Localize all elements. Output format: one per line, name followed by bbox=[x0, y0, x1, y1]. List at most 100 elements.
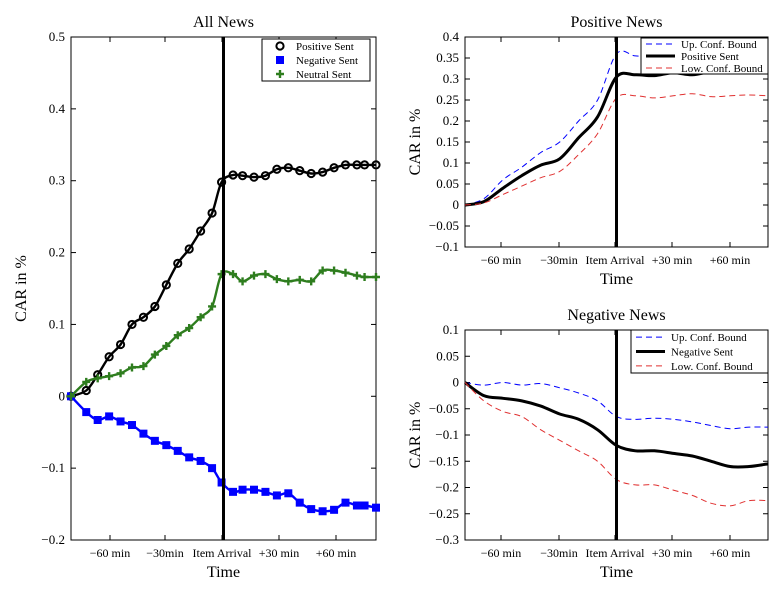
series-2 bbox=[67, 266, 380, 401]
y-tick-label: 0.3 bbox=[49, 173, 65, 188]
data-point bbox=[360, 501, 369, 510]
y-tick-label: −0.3 bbox=[435, 532, 459, 547]
data-point bbox=[341, 268, 350, 277]
data-point bbox=[330, 266, 339, 275]
data-point bbox=[217, 478, 226, 487]
legend-label: Low. Conf. Bound bbox=[681, 63, 763, 75]
x-axis-label: Time bbox=[207, 564, 240, 581]
legend-marker bbox=[275, 41, 285, 51]
y-tick-label: 0 bbox=[453, 375, 460, 390]
y-tick-label: 0.1 bbox=[443, 155, 459, 170]
y-tick-label: 0.3 bbox=[443, 71, 459, 86]
data-point bbox=[238, 485, 247, 494]
series-1 bbox=[67, 392, 380, 516]
data-point bbox=[237, 171, 248, 181]
x-tick-label: −60 min bbox=[481, 253, 521, 267]
data-point bbox=[295, 498, 304, 507]
data-point bbox=[196, 456, 205, 465]
y-axis-label: CAR in % bbox=[13, 255, 30, 322]
y-tick-label: −0.05 bbox=[429, 218, 459, 233]
legend-label: Up. Conf. Bound bbox=[671, 332, 747, 344]
data-point bbox=[115, 339, 126, 350]
data-point bbox=[307, 505, 316, 514]
data-point bbox=[330, 505, 339, 514]
data-point bbox=[250, 271, 258, 280]
data-point bbox=[81, 385, 91, 396]
y-tick-label: 0.4 bbox=[49, 101, 66, 116]
legend: Up. Conf. Bound Negative Sent Low. Conf. B… bbox=[630, 329, 769, 374]
data-point bbox=[173, 258, 183, 268]
legend-label: Negative Sent bbox=[296, 55, 358, 67]
x-tick-label: +30 min bbox=[259, 546, 299, 560]
y-tick-label: 0.5 bbox=[49, 29, 65, 44]
chart-title: Positive News bbox=[571, 14, 663, 31]
x-tick-label: −30min bbox=[540, 546, 577, 560]
data-point bbox=[318, 507, 327, 516]
x-tick-label: +60 min bbox=[710, 253, 750, 267]
y-tick-label: 0.2 bbox=[443, 113, 459, 128]
data-point bbox=[307, 277, 316, 286]
data-point bbox=[173, 446, 182, 455]
data-point bbox=[295, 275, 304, 284]
data-point bbox=[208, 302, 217, 311]
y-tick-label: 0.25 bbox=[436, 92, 459, 107]
data-point bbox=[371, 160, 381, 170]
data-point bbox=[318, 266, 327, 275]
x-tick-label: −60 min bbox=[90, 546, 130, 560]
chart-title: All News bbox=[193, 14, 254, 31]
data-point bbox=[116, 417, 125, 426]
y-tick-label: 0.15 bbox=[436, 134, 459, 149]
data-point bbox=[284, 489, 293, 498]
x-tick-label: Item Arrival bbox=[586, 546, 646, 560]
data-point bbox=[139, 362, 148, 371]
x-tick-label: −30min bbox=[540, 253, 577, 267]
x-tick-label: +30 min bbox=[652, 253, 692, 267]
data-point bbox=[283, 163, 293, 173]
y-axis-label: CAR in % bbox=[407, 402, 424, 469]
series-line bbox=[70, 395, 377, 513]
x-axis-label: Time bbox=[600, 564, 633, 581]
series-line bbox=[70, 163, 376, 398]
x-tick-label: −30min bbox=[146, 546, 183, 560]
data-point bbox=[161, 280, 171, 290]
legend-label: Positive Sent bbox=[681, 51, 739, 63]
data-point bbox=[196, 226, 206, 236]
legend-label: Positive Sent bbox=[296, 41, 354, 53]
y-tick-label: −0.25 bbox=[429, 506, 459, 521]
data-point bbox=[272, 491, 281, 500]
data-point bbox=[260, 171, 271, 181]
data-point bbox=[93, 415, 102, 424]
data-point bbox=[261, 487, 270, 496]
x-tick-label: +30 min bbox=[652, 546, 692, 560]
data-point bbox=[272, 164, 282, 174]
data-point bbox=[340, 160, 351, 170]
y-tick-label: −0.15 bbox=[429, 453, 459, 468]
data-point bbox=[138, 312, 149, 322]
data-point bbox=[128, 363, 136, 372]
data-point bbox=[372, 503, 380, 512]
y-tick-label: 0 bbox=[453, 197, 460, 212]
data-point bbox=[249, 172, 259, 182]
y-tick-label: 0.05 bbox=[436, 176, 459, 191]
data-point bbox=[360, 273, 369, 282]
y-tick-label: −0.1 bbox=[435, 427, 459, 442]
y-tick-label: −0.05 bbox=[429, 401, 459, 416]
data-point bbox=[150, 301, 160, 312]
legend-marker bbox=[276, 70, 284, 78]
y-tick-label: −0.1 bbox=[435, 239, 459, 254]
data-point bbox=[184, 244, 194, 254]
data-point bbox=[272, 275, 281, 284]
data-point bbox=[127, 319, 137, 330]
data-point bbox=[173, 331, 182, 340]
data-point bbox=[306, 168, 316, 179]
data-point bbox=[318, 167, 328, 177]
x-axis-label: Time bbox=[600, 271, 633, 288]
y-tick-label: 0.05 bbox=[436, 348, 459, 363]
data-point bbox=[105, 372, 114, 381]
data-point bbox=[93, 374, 102, 383]
data-point bbox=[238, 277, 247, 286]
y-tick-label: 0.2 bbox=[49, 245, 65, 260]
data-point bbox=[128, 421, 136, 430]
